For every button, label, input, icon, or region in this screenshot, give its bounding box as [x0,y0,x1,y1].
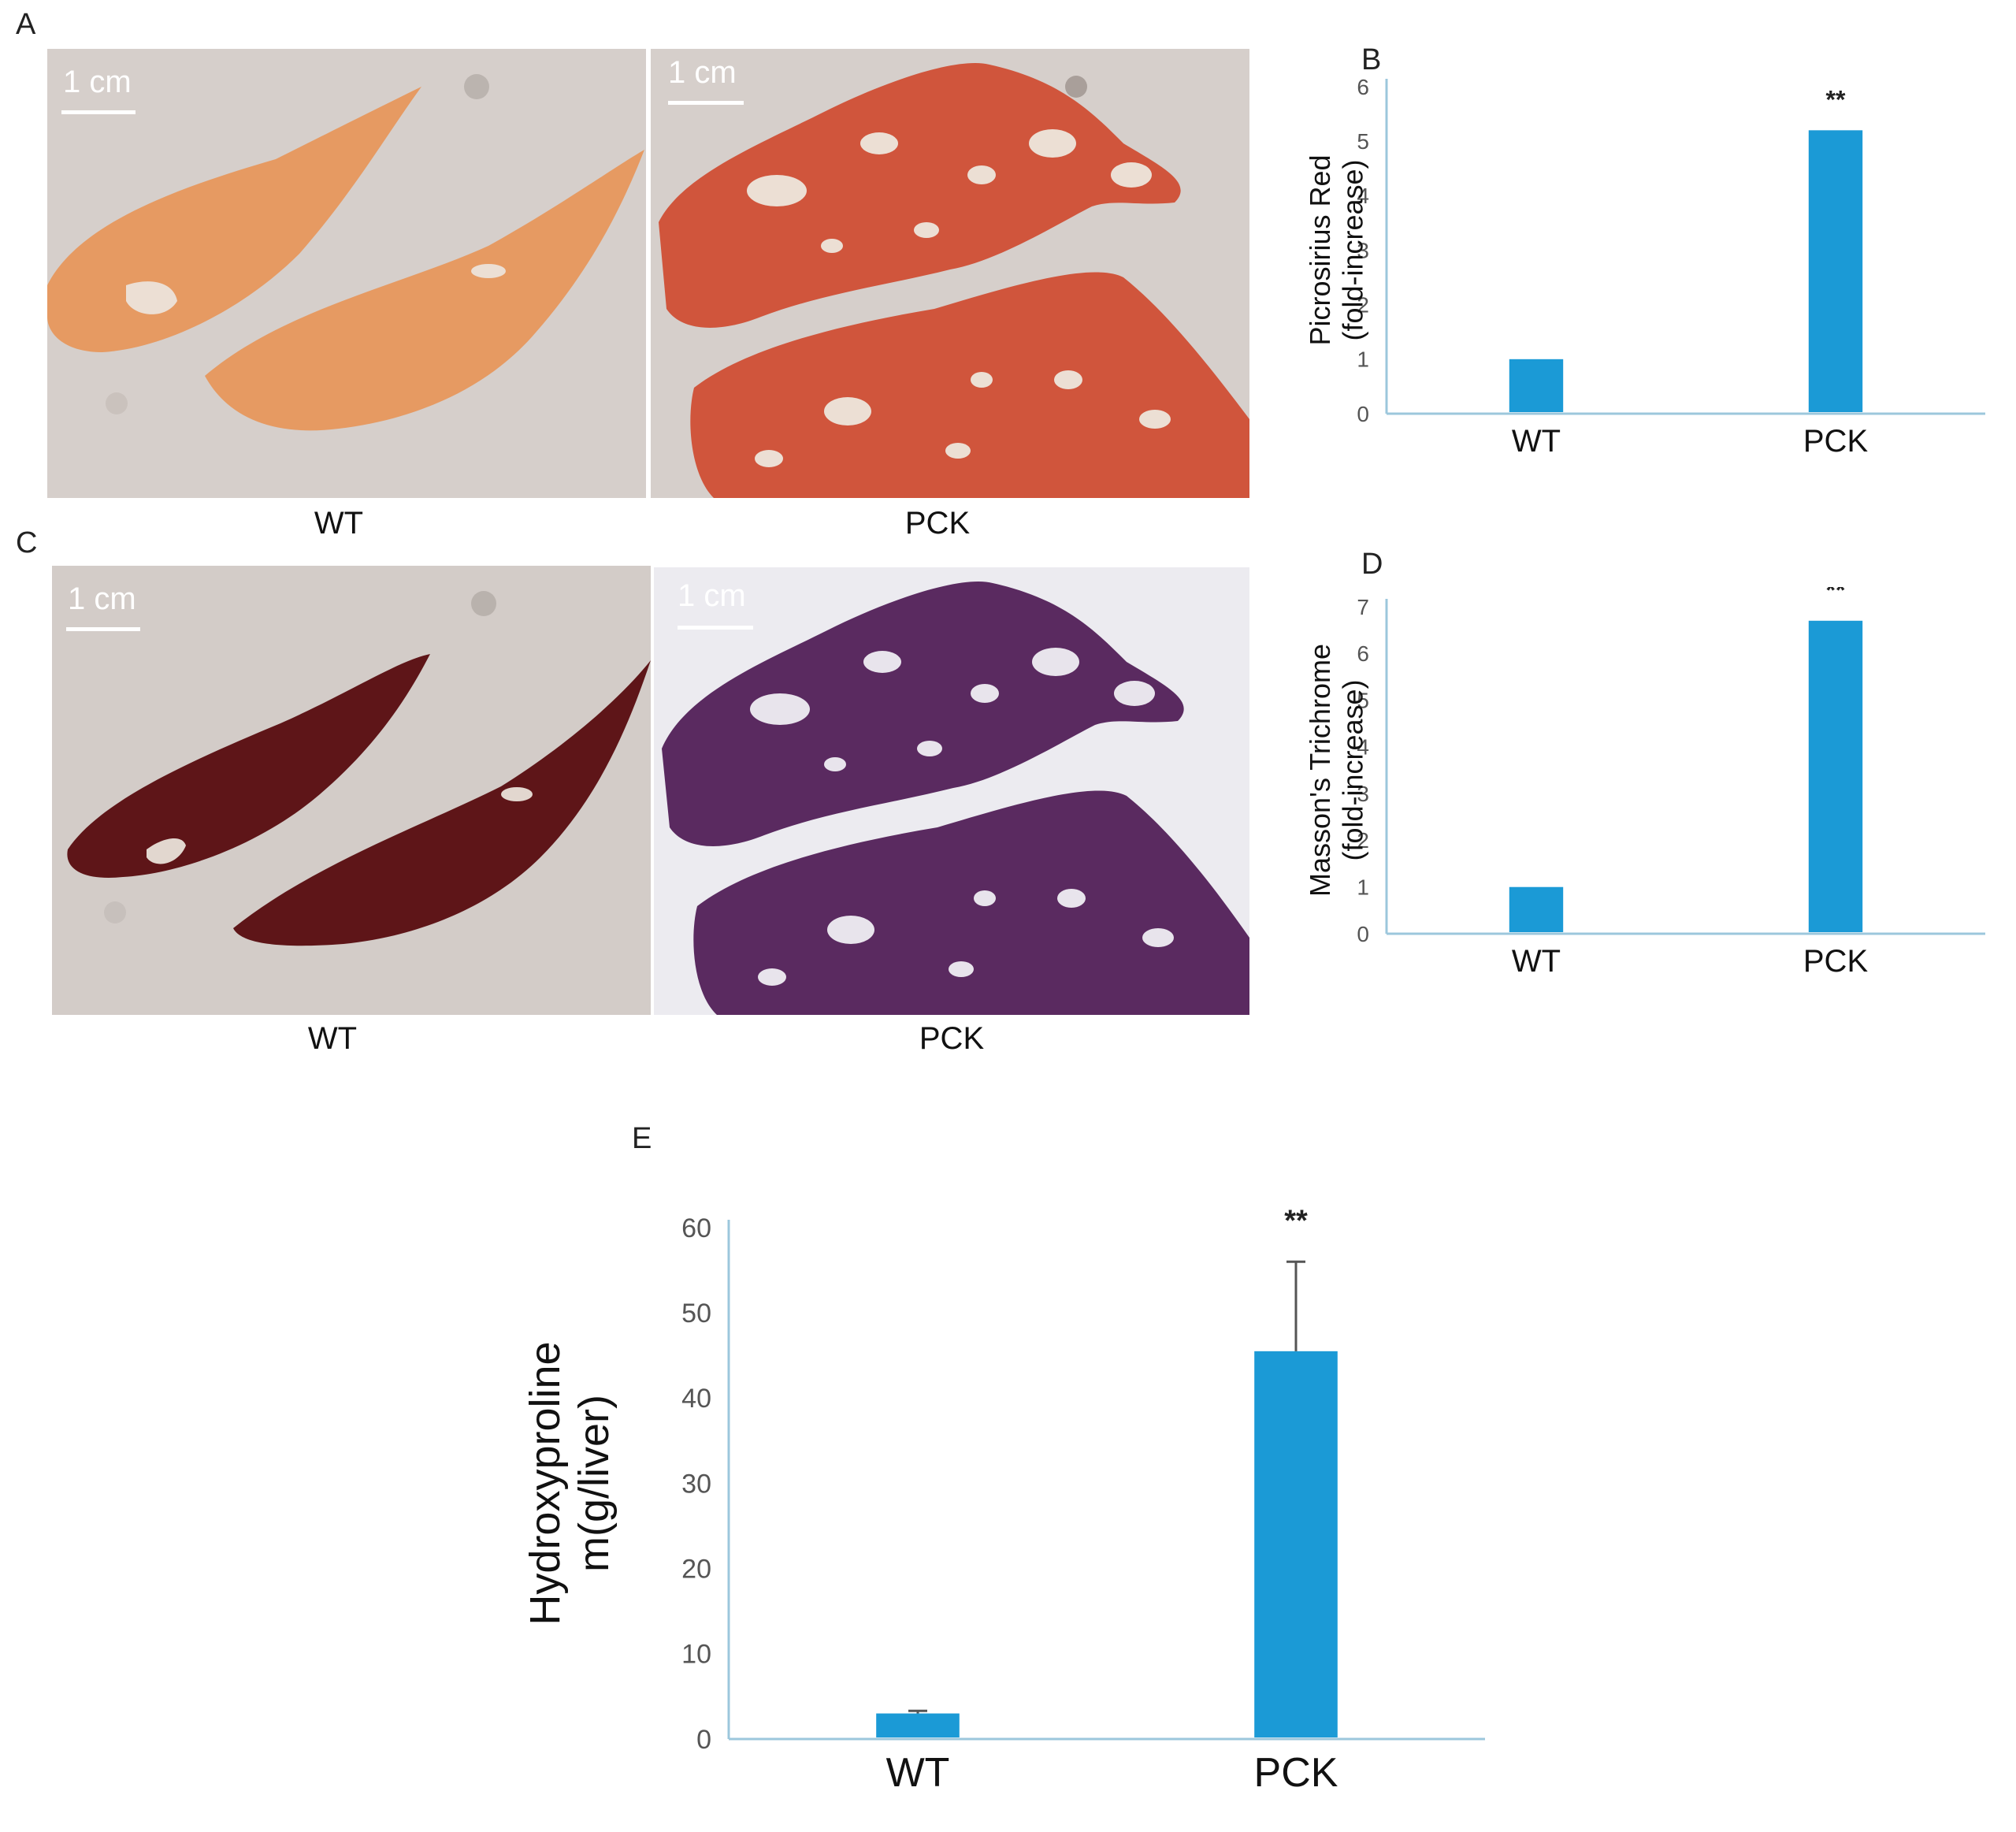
category-label-wt: WT [886,1750,950,1796]
y-tick-label: 1 [1357,875,1369,900]
y-tick-label: 10 [681,1640,711,1670]
y-tick-label: 0 [1357,922,1369,946]
y-tick-label: 1 [1357,347,1369,372]
y-axis-label: Picrosirius Red [1304,154,1336,345]
category-label-pck: PCK [1254,1750,1338,1796]
caption-c-pck: PCK [919,1021,985,1056]
y-axis-label: Hydroxyproline [522,1341,569,1625]
scale-bar-c-right [678,626,753,630]
y-tick-label: 3 [1357,782,1369,806]
scale-label-c-left: 1 cm [68,582,136,616]
panel-d-letter: D [1361,548,1383,581]
panel-e-letter: E [632,1122,652,1155]
y-tick-label: 0 [1357,402,1369,426]
y-tick-label: 5 [1357,129,1369,154]
caption-c-wt: WT [307,1021,358,1056]
y-axis-label: (fold-increase) [1336,159,1368,340]
y-tick-label: 60 [681,1213,711,1243]
y-axis-label: (fold-increase) [1336,679,1368,860]
bar-pck [1808,130,1863,412]
y-tick-label: 40 [681,1384,711,1414]
scale-label-a-right: 1 cm [668,55,737,90]
bar-pck [1808,620,1863,932]
chart-d-svg: 0 1 2 3 4 5 6 7 WT ** PCK Masson's Trichrome (fold-i… [1304,576,1985,979]
y-tick-label: 2 [1357,292,1369,317]
panel-b-letter: B [1361,43,1382,76]
significance-label: ** [1284,1204,1308,1237]
y-tick-label: 2 [1357,828,1369,853]
category-label-pck: PCK [1803,944,1869,979]
scale-bar-c-left [66,627,140,631]
y-tick-label: 0 [696,1725,711,1755]
panel-a-letter: A [16,8,36,41]
y-tick-label: 30 [681,1469,711,1499]
y-tick-label: 6 [1357,75,1369,99]
category-label-wt: WT [1512,424,1561,459]
y-tick-label: 4 [1357,184,1369,208]
scale-label-c-right: 1 cm [678,578,746,613]
scale-label-a-left: 1 cm [63,65,132,99]
scale-bar-a-left [61,110,136,114]
trichrome-pck-image [654,567,1249,1015]
y-tick-label: 3 [1357,238,1369,262]
trichrome-wt-image [52,566,651,1015]
chart-e: 0 10 20 30 40 50 60 WT ** PCK Hydroxyproline m(g/li… [504,1182,1528,1828]
category-label-wt: WT [1512,944,1561,979]
y-tick-label: 20 [681,1555,711,1585]
significance-label: ** [1826,85,1846,113]
chart-d: 0 1 2 3 4 5 6 7 WT ** PCK Masson's Trichrome (fold-i… [1292,576,2001,997]
y-tick-label: 4 [1357,735,1369,760]
chart-b-svg: 0 1 2 3 4 5 6 WT ** PCK Picrosirius Red (fold-incre… [1304,75,1985,459]
bar-pck [1254,1351,1338,1737]
scale-bar-a-right [668,101,744,105]
panel-c-letter: C [16,526,38,559]
picrosirius-pck-image [651,49,1249,498]
y-tick-label: 7 [1357,595,1369,619]
category-label-pck: PCK [1803,424,1869,459]
caption-a-wt: WT [314,506,364,541]
caption-a-pck: PCK [904,506,971,541]
y-axis-label: Masson's Trichrome [1304,644,1336,897]
y-tick-label: 6 [1357,641,1369,666]
significance-label: ** [1826,587,1846,604]
bar-wt [876,1713,960,1737]
y-axis-label: m(g/liver) [570,1395,618,1572]
chart-e-svg: 0 10 20 30 40 50 60 WT ** PCK Hydroxyproline m(g/li… [522,1204,1485,1796]
bar-wt [1509,359,1564,412]
y-tick-label: 5 [1357,688,1369,712]
picrosirius-wt-image [47,49,646,498]
y-tick-label: 50 [681,1299,711,1328]
bar-wt [1509,886,1564,932]
chart-b: 0 1 2 3 4 5 6 WT ** PCK Picrosirius Red (fold-incre… [1292,67,2001,477]
